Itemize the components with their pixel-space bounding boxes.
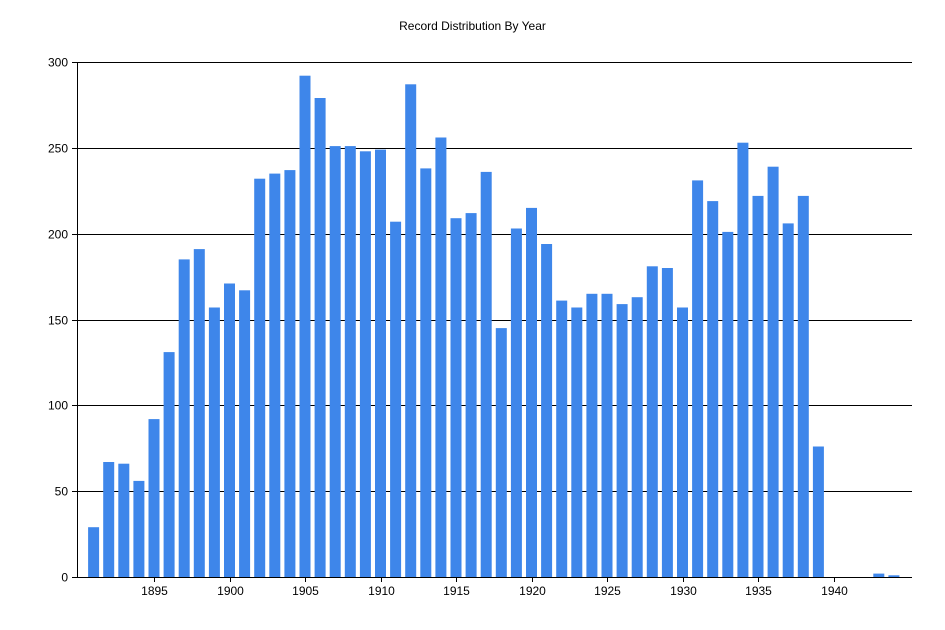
chart-title: Record Distribution By Year [399,19,546,33]
bar-1923 [571,307,583,577]
x-tick-label: 1915 [443,584,470,598]
bar-1901 [239,290,251,577]
bar-1898 [193,249,205,577]
bar-1908 [344,146,356,577]
bar-1936 [767,166,779,577]
x-tick-label: 1900 [217,584,244,598]
x-tick-label: 1940 [821,584,848,598]
bar-1922 [556,300,568,577]
bar-1893 [118,463,130,577]
bar-1903 [269,173,281,577]
bar-1909 [359,151,371,578]
bar-1937 [782,223,794,577]
bar-1914 [435,137,447,577]
bar-1921 [541,244,553,577]
x-tick-label: 1910 [368,584,395,598]
bar-1912 [405,84,417,578]
bar-1944 [888,575,900,577]
bar-1934 [737,142,749,577]
bar-1917 [480,171,492,577]
bar-1931 [692,180,704,577]
bar-1896 [163,352,175,577]
bar-1926 [616,304,628,577]
bar-1918 [495,328,507,577]
bar-1907 [329,146,341,577]
bar-1933 [722,231,734,577]
bar-1906 [314,98,326,577]
bar-1929 [661,268,673,577]
x-tick-label: 1925 [594,584,621,598]
x-tick-label: 1895 [141,584,168,598]
bar-1938 [797,195,809,577]
bar-1894 [133,480,145,577]
bar-1932 [707,201,719,577]
y-tick-label: 200 [48,228,68,242]
bar-1892 [103,462,115,577]
y-tick-label: 50 [55,485,69,499]
x-tick-label: 1920 [519,584,546,598]
bar-1919 [510,228,522,577]
bar-1916 [465,213,477,577]
bar-1935 [752,195,764,577]
bar-1897 [178,259,190,577]
bar-1910 [375,149,386,577]
bar-1927 [631,297,643,577]
bar-1904 [284,170,296,577]
bar-1899 [208,307,220,577]
y-tick-label: 0 [61,571,68,585]
bar-1920 [526,207,537,577]
bar-1930 [677,307,688,577]
bar-1928 [646,266,658,577]
bar-1905 [299,75,311,577]
x-tick-label: 1905 [292,584,319,598]
bar-1900 [224,283,235,577]
bar-1895 [148,419,160,577]
bar-1902 [254,178,266,577]
x-tick-label: 1935 [745,584,772,598]
y-tick-label: 250 [48,142,68,156]
x-tick-label: 1930 [670,584,697,598]
y-tick-label: 300 [48,56,68,70]
bar-1915 [450,218,462,577]
bar-1911 [390,221,402,577]
bar-1924 [586,293,598,578]
bar-1943 [873,573,885,577]
bar-1939 [812,446,824,577]
bar-1925 [601,293,613,578]
y-tick-label: 150 [48,314,68,328]
y-tick-label: 100 [48,399,68,413]
bar-1891 [88,527,100,577]
bar-1913 [420,168,432,577]
